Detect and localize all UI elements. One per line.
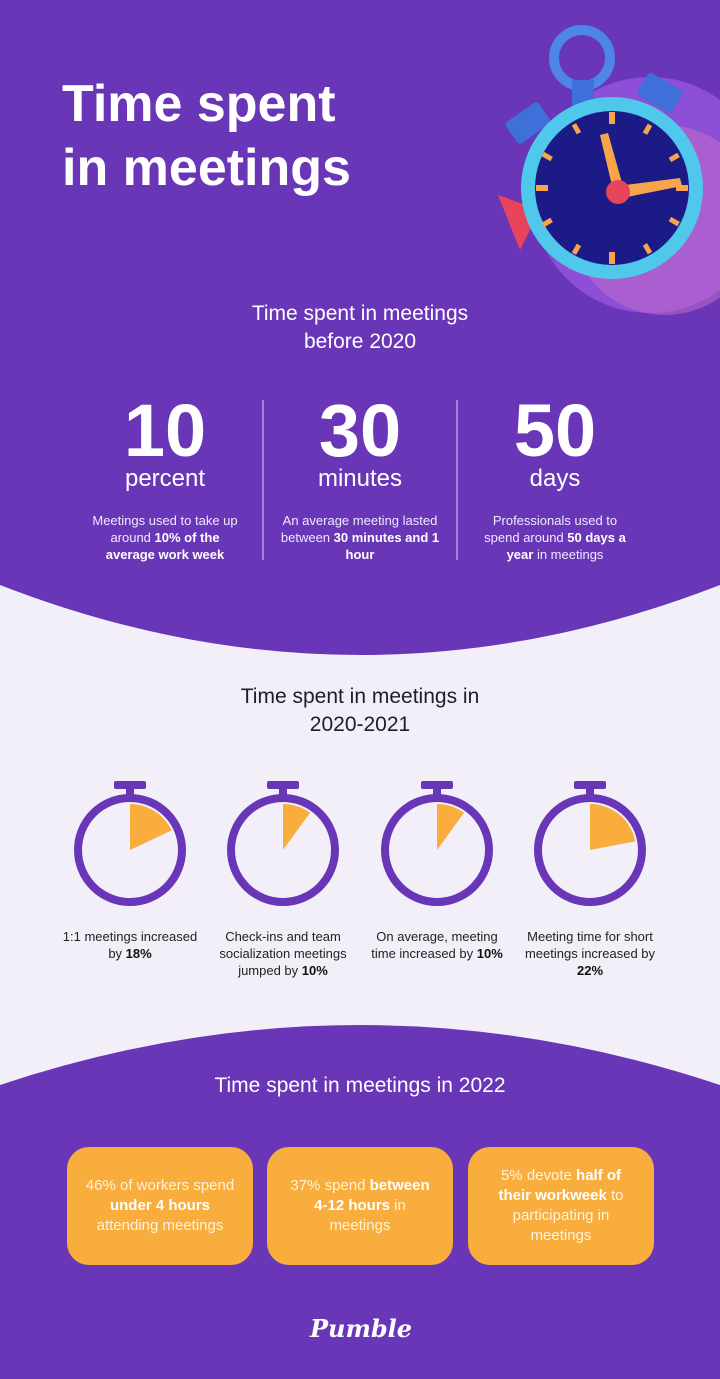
text-run: 10% — [301, 963, 328, 978]
timers — [74, 781, 646, 906]
timer-stem — [586, 787, 594, 799]
text-run: 1:1 meetings increased by — [62, 929, 198, 961]
stopwatch-illustration — [498, 25, 720, 315]
text-run: 10% — [476, 946, 503, 961]
section-heading: Time spent in meetings before 2020 — [251, 302, 469, 353]
wedge — [130, 804, 172, 850]
text-run: to participating in meetings — [512, 1187, 624, 1244]
text-run: 46% of workers spend — [85, 1177, 235, 1194]
wedge — [283, 804, 311, 850]
text-run: between 4-12 hours — [314, 1177, 430, 1214]
wedge — [590, 804, 636, 850]
timer-ring — [227, 794, 339, 906]
text-run: in meetings — [329, 1197, 406, 1234]
caption: On average, meeting time increased by 10… — [367, 928, 507, 962]
stat-description: Meetings used to take up around 10% of t… — [85, 512, 245, 563]
timer-button — [574, 781, 606, 789]
caption: 1:1 meetings increased by 18% — [60, 928, 200, 962]
text-run: Meetings used to take up around — [92, 513, 238, 545]
stat-number: 30 — [318, 389, 402, 472]
text-run: An average meeting lasted between — [280, 513, 438, 545]
timer-button — [114, 781, 146, 789]
text-run: 10% of the average work week — [105, 530, 225, 562]
text-run: 37% spend — [290, 1177, 370, 1194]
wedge — [437, 804, 465, 850]
card: 46% of workers spend under 4 hours atten… — [67, 1147, 253, 1265]
stat-description: An average meeting lasted between 30 min… — [280, 512, 440, 563]
card-text: 46% of workers spend under 4 hours atten… — [85, 1176, 235, 1236]
card-text: 37% spend between 4-12 hours in meetings — [285, 1176, 435, 1236]
text-run: 30 minutes and 1 hour — [333, 530, 440, 562]
text-run: On average, meeting time increased by — [371, 929, 498, 961]
logo: Pumble — [310, 1314, 413, 1343]
card: 5% devote half of their workweek to part… — [468, 1147, 654, 1265]
timer-stem — [126, 787, 134, 799]
text-run: attending meetings — [96, 1217, 224, 1234]
text-run: half of their workweek — [498, 1167, 622, 1204]
text-run: under 4 hours — [109, 1197, 210, 1214]
section-heading: Time spent in meetings in 2020-2021 — [240, 685, 480, 736]
section-heading: Time spent in meetings in 2022 — [214, 1074, 506, 1097]
timer-button — [267, 781, 299, 789]
stat-unit: minutes — [317, 465, 403, 492]
caption: Check-ins and team socialization meeting… — [213, 928, 353, 979]
stat-description: Professionals used to spend around 50 da… — [475, 512, 635, 563]
text-run: Check-ins and team socialization meeting… — [219, 929, 347, 978]
timer-stem — [279, 787, 287, 799]
card: 37% spend between 4-12 hours in meetings — [267, 1147, 453, 1265]
timer-ring — [74, 794, 186, 906]
timer-ring — [534, 794, 646, 906]
title-line: in meetings — [62, 139, 351, 197]
text-run: Professionals used to spend around — [484, 513, 618, 545]
text-run: in meetings — [533, 547, 604, 562]
text-run: 18% — [125, 946, 152, 961]
stat-unit: days — [529, 465, 581, 492]
stat-number: 50 — [513, 389, 597, 472]
text-run: 22% — [576, 963, 604, 978]
text-run: 5% devote — [500, 1167, 577, 1184]
timer-stem — [433, 787, 441, 799]
timer-button — [421, 781, 453, 789]
stat-unit: percent — [124, 465, 206, 492]
text-run: Meeting time for short meetings increase… — [524, 929, 656, 961]
timer-ring — [381, 794, 493, 906]
title: Time spent in meetings — [62, 72, 351, 200]
card-text: 5% devote half of their workweek to part… — [486, 1166, 636, 1246]
caption: Meeting time for short meetings increase… — [520, 928, 660, 979]
title-line: Time spent — [62, 75, 336, 133]
stat-number: 10 — [123, 389, 207, 472]
text-run: 50 days a year — [506, 530, 626, 562]
